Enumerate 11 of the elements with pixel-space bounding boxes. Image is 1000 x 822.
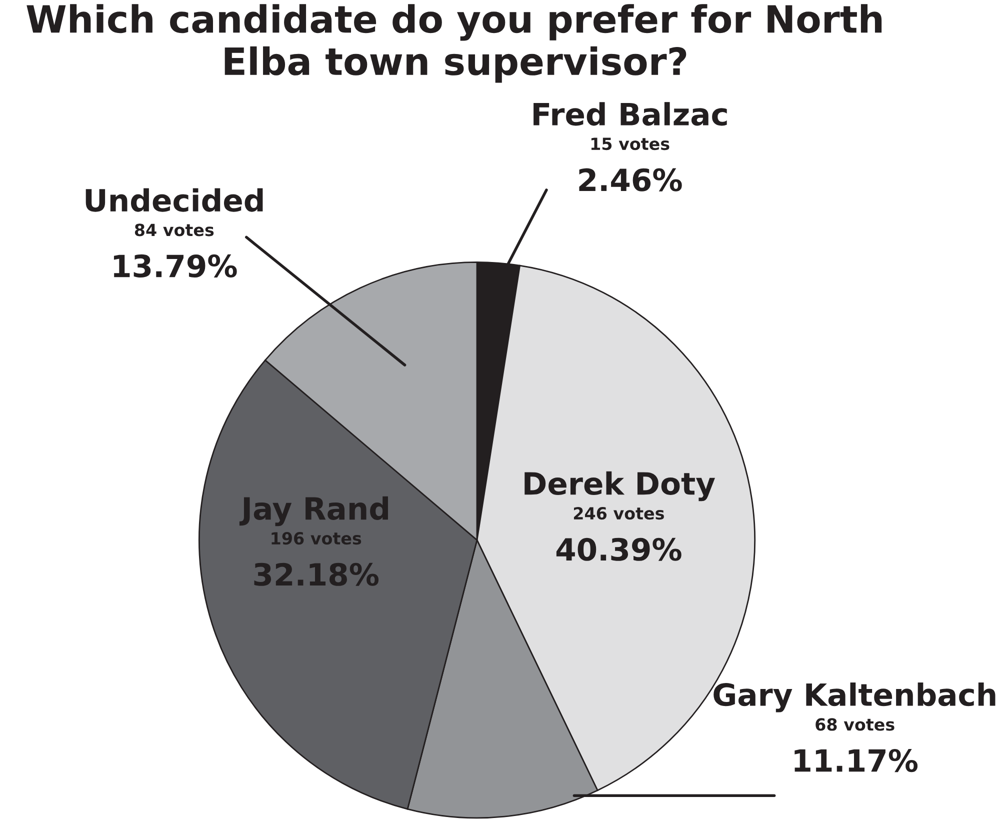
data-label: 196 votes 32.18% [254,532,379,586]
data-label: 84 votes 13.79% [114,224,237,278]
data-label: 246 votes 40.39% [556,507,682,561]
slice-label: Undecided [86,188,263,212]
data-label: 15 votes 2.46% [579,138,682,192]
slice-label: Derek Doty [524,471,715,502]
data-label: 68 votes 11.17% [794,718,918,772]
slice-label: Jay Rand [239,496,388,526]
chart-title: Which candidate do you prefer for North Elba town supervisor? [26,4,882,83]
slice-label: Gary Kaltenbach [714,682,996,712]
slice-label: Fred Balzac [534,102,727,126]
